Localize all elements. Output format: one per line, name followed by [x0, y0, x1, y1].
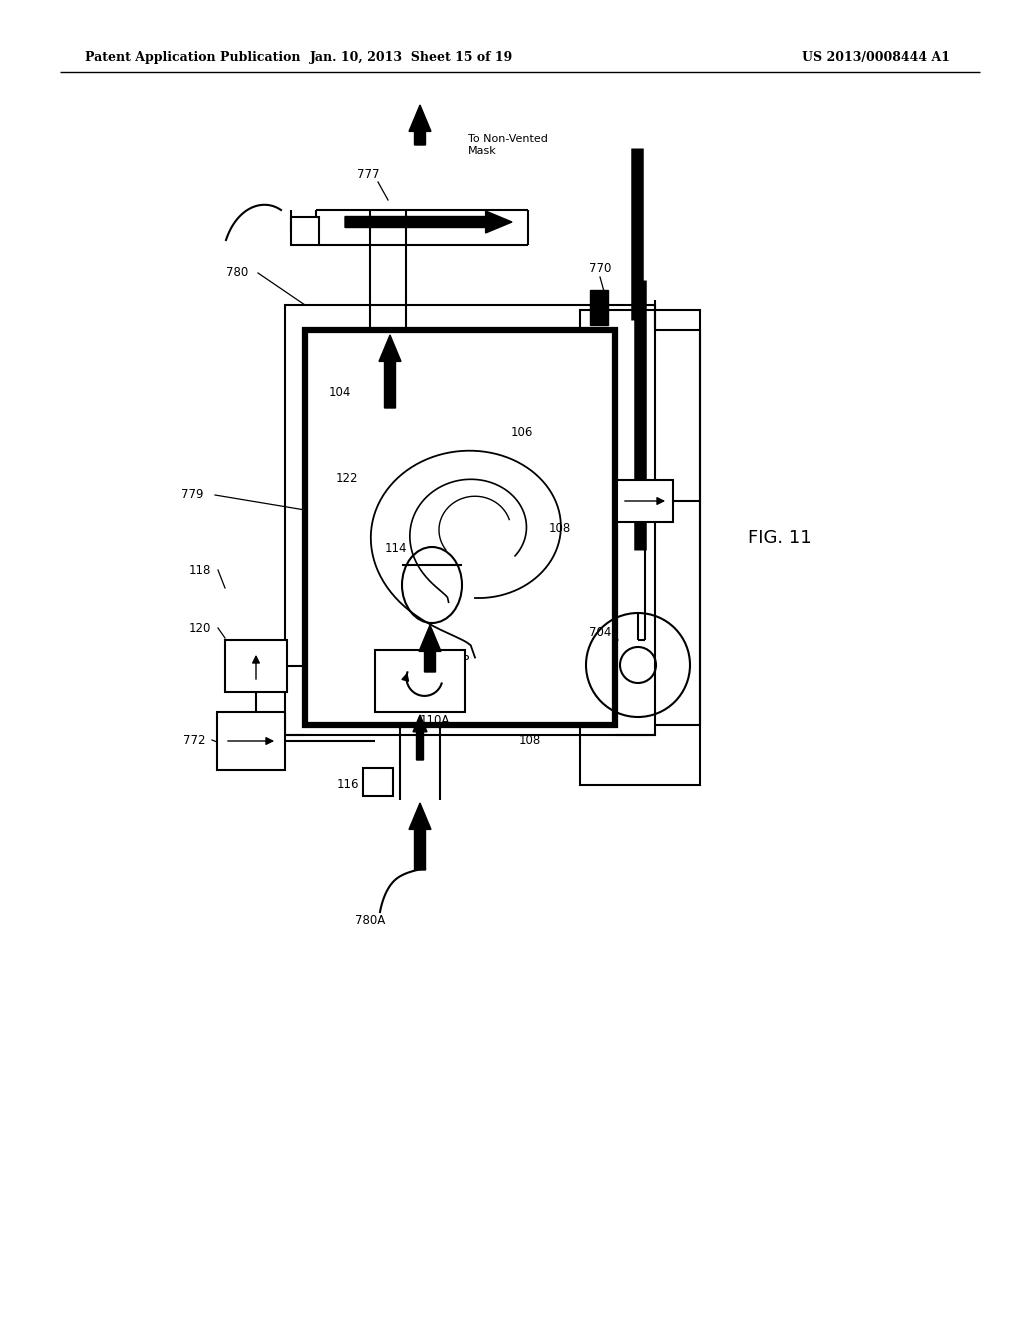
Text: 780A: 780A: [355, 913, 385, 927]
Bar: [362, 768, 393, 796]
Text: 777: 777: [356, 169, 379, 181]
Text: 110P: 110P: [440, 653, 470, 667]
Bar: [285, 305, 655, 735]
Text: FIG. 11: FIG. 11: [749, 529, 812, 546]
Text: 772: 772: [182, 734, 205, 747]
Polygon shape: [413, 715, 427, 760]
Text: 120: 120: [188, 622, 211, 635]
Bar: [375, 649, 465, 711]
Text: 104: 104: [329, 385, 351, 399]
Polygon shape: [419, 624, 441, 672]
Text: 780: 780: [226, 267, 248, 280]
Bar: [291, 216, 319, 246]
Text: 122: 122: [336, 471, 358, 484]
Text: 779: 779: [181, 488, 203, 502]
Bar: [590, 290, 608, 325]
Text: 770: 770: [589, 261, 611, 275]
Text: Patent Application Publication: Patent Application Publication: [85, 51, 300, 65]
Text: 118: 118: [188, 564, 211, 577]
Text: 114: 114: [385, 541, 408, 554]
Polygon shape: [409, 803, 431, 870]
Polygon shape: [345, 211, 512, 234]
Text: Jan. 10, 2013  Sheet 15 of 19: Jan. 10, 2013 Sheet 15 of 19: [310, 51, 514, 65]
Text: To Non-Vented
Mask: To Non-Vented Mask: [468, 133, 548, 156]
Bar: [617, 480, 673, 521]
Text: US 2013/0008444 A1: US 2013/0008444 A1: [802, 51, 950, 65]
Bar: [217, 711, 285, 770]
Bar: [580, 310, 700, 785]
Text: 704: 704: [589, 626, 611, 639]
Text: 106: 106: [511, 425, 534, 438]
Text: 108: 108: [549, 521, 571, 535]
Text: 108: 108: [519, 734, 541, 747]
Polygon shape: [379, 335, 401, 408]
Text: 116: 116: [337, 779, 359, 792]
Bar: [305, 330, 615, 725]
Polygon shape: [409, 106, 431, 145]
Bar: [225, 640, 287, 692]
Text: 110A: 110A: [420, 714, 451, 726]
